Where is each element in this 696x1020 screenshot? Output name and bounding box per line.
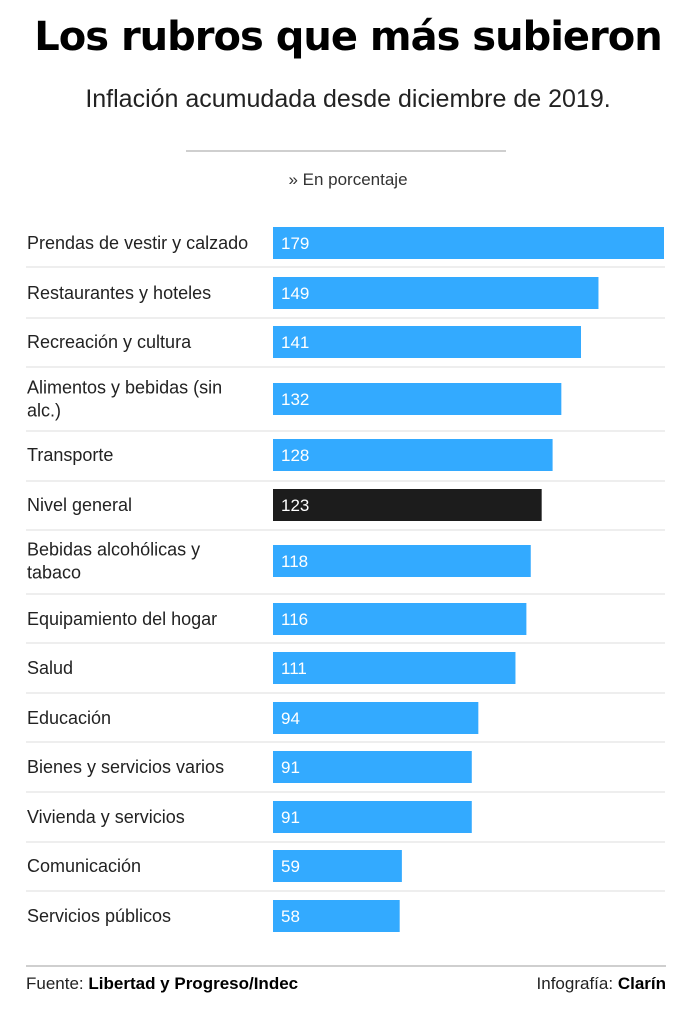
value-label: 141 bbox=[281, 333, 309, 352]
header-divider bbox=[186, 150, 506, 152]
chart-subtitle: Inflación acumudada desde diciembre de 2… bbox=[85, 85, 611, 113]
chart-title: Los rubros que más subieron bbox=[34, 14, 663, 60]
category-label: Bebidas alcohólicas y tabaco bbox=[27, 540, 200, 583]
category-label: Equipamiento del hogar bbox=[27, 609, 217, 629]
bar bbox=[273, 277, 599, 309]
category-label: Salud bbox=[27, 658, 73, 678]
category-label: Transporte bbox=[27, 445, 113, 465]
bar bbox=[273, 702, 479, 734]
bar bbox=[273, 850, 402, 882]
value-label: 132 bbox=[281, 390, 309, 409]
value-label: 58 bbox=[281, 907, 300, 926]
bar bbox=[273, 545, 531, 577]
bar bbox=[273, 652, 516, 684]
category-label: Restaurantes y hoteles bbox=[27, 283, 211, 303]
value-label: 128 bbox=[281, 446, 309, 465]
bar bbox=[273, 801, 472, 833]
infographic-credit: Infografía: Clarín bbox=[537, 974, 666, 994]
value-label: 118 bbox=[281, 552, 308, 571]
value-label: 123 bbox=[281, 496, 309, 515]
category-label: Prendas de vestir y calzado bbox=[27, 233, 248, 253]
bar bbox=[273, 900, 400, 932]
category-label: Educación bbox=[27, 708, 111, 728]
category-label: Vivienda y servicios bbox=[27, 807, 185, 827]
bar bbox=[273, 603, 527, 635]
value-label: 111 bbox=[281, 659, 307, 678]
bar bbox=[273, 326, 581, 358]
category-label: Nivel general bbox=[27, 495, 132, 515]
bar-chart: Prendas de vestir y calzado 179 Restaurant… bbox=[26, 227, 665, 932]
credit-label: Infografía: bbox=[536, 974, 614, 993]
bar bbox=[273, 227, 664, 259]
value-label: 91 bbox=[281, 808, 300, 827]
bar bbox=[273, 439, 553, 471]
footer-divider bbox=[26, 965, 666, 967]
value-label: 59 bbox=[281, 857, 300, 876]
category-label: Alimentos y bebidas (sin alc.) bbox=[27, 378, 222, 421]
bar bbox=[273, 383, 562, 415]
source-credit: Fuente: Libertad y Progreso/Indec bbox=[26, 974, 298, 994]
bar bbox=[273, 751, 472, 783]
value-label: 91 bbox=[281, 758, 300, 777]
source-value: Libertad y Progreso/Indec bbox=[88, 974, 299, 993]
value-label: 94 bbox=[281, 709, 300, 728]
bar-highlight bbox=[273, 489, 542, 521]
unit-note: » En porcentaje bbox=[288, 170, 408, 189]
value-label: 149 bbox=[281, 284, 309, 303]
source-label: Fuente: bbox=[26, 974, 84, 993]
category-label: Bienes y servicios varios bbox=[27, 757, 224, 777]
category-label: Recreación y cultura bbox=[27, 332, 192, 352]
value-label: 179 bbox=[281, 234, 309, 253]
category-label: Comunicación bbox=[27, 856, 141, 876]
category-label: Servicios públicos bbox=[27, 906, 171, 926]
value-label: 116 bbox=[281, 610, 308, 629]
credit-value: Clarín bbox=[617, 974, 666, 993]
